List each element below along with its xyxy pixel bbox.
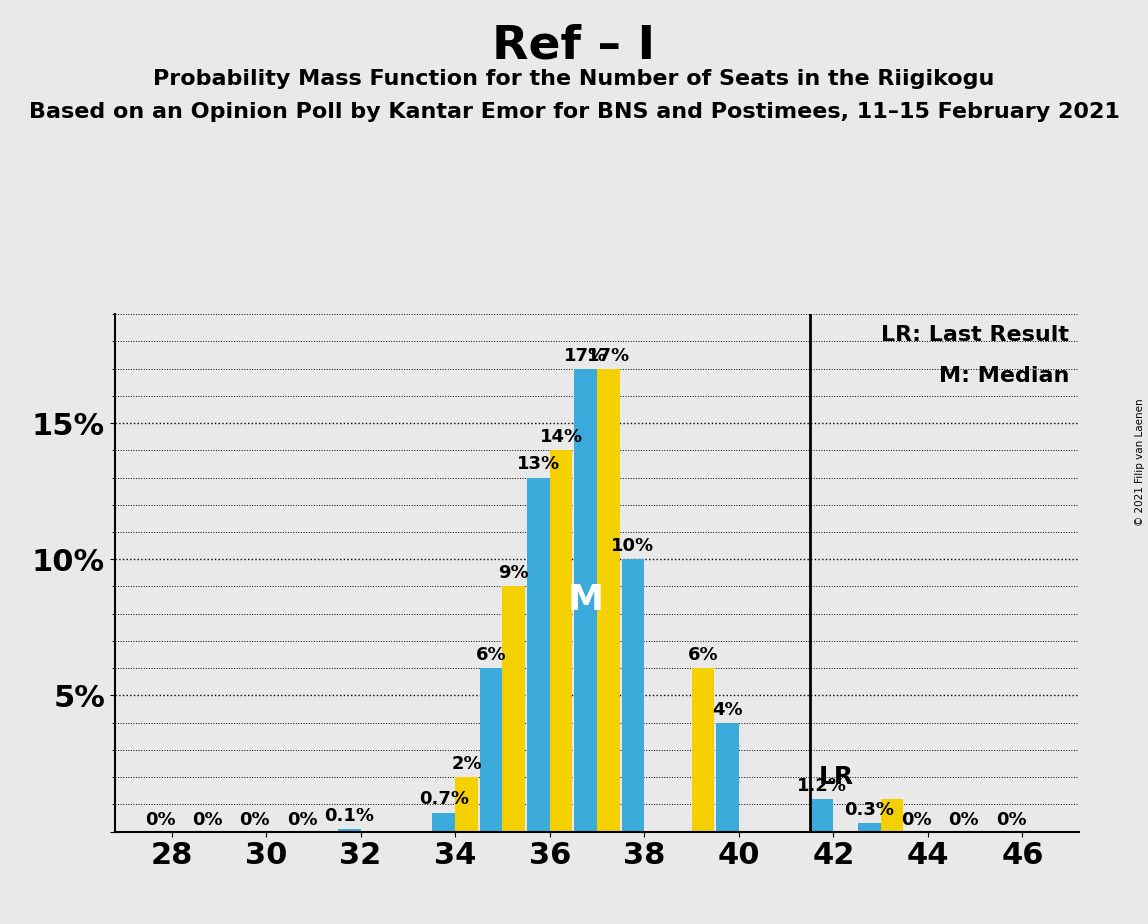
Text: 17%: 17% [564,346,607,365]
Text: M: Median: M: Median [939,366,1070,386]
Text: 0.7%: 0.7% [419,790,468,808]
Bar [480,668,503,832]
Text: 10%: 10% [612,537,654,555]
Bar [455,777,478,832]
Text: 13%: 13% [517,456,560,473]
Text: © 2021 Filip van Laenen: © 2021 Filip van Laenen [1135,398,1145,526]
Bar [621,559,644,832]
Text: Ref – I: Ref – I [492,23,656,68]
Text: 0%: 0% [192,811,223,829]
Text: Probability Mass Function for the Number of Seats in the Riigikogu: Probability Mass Function for the Number… [154,69,994,90]
Bar [550,450,573,832]
Bar [527,478,550,832]
Text: 17%: 17% [587,346,630,365]
Bar [691,668,714,832]
Bar [338,829,360,832]
Text: 0.1%: 0.1% [324,807,374,825]
Text: 6%: 6% [688,646,719,664]
Bar [810,799,833,832]
Text: 0%: 0% [901,811,932,829]
Text: 0%: 0% [287,811,317,829]
Text: 0%: 0% [948,811,979,829]
Text: LR: Last Result: LR: Last Result [882,324,1070,345]
Bar [433,812,455,832]
Bar [574,369,597,832]
Bar [716,723,739,832]
Text: 9%: 9% [498,565,529,582]
Bar [881,799,903,832]
Text: 0.3%: 0.3% [844,801,894,820]
Text: 0%: 0% [145,811,176,829]
Text: Based on an Opinion Poll by Kantar Emor for BNS and Postimees, 11–15 February 20: Based on an Opinion Poll by Kantar Emor … [29,102,1119,122]
Text: M: M [567,583,604,617]
Bar [597,369,620,832]
Text: 6%: 6% [475,646,506,664]
Text: 14%: 14% [540,428,582,446]
Text: 2%: 2% [451,755,482,773]
Text: 1.2%: 1.2% [797,777,847,795]
Text: 4%: 4% [712,700,743,719]
Text: LR: LR [820,765,854,789]
Text: 0%: 0% [995,811,1026,829]
Bar [503,587,525,832]
Text: 0%: 0% [240,811,270,829]
Bar [858,823,881,832]
